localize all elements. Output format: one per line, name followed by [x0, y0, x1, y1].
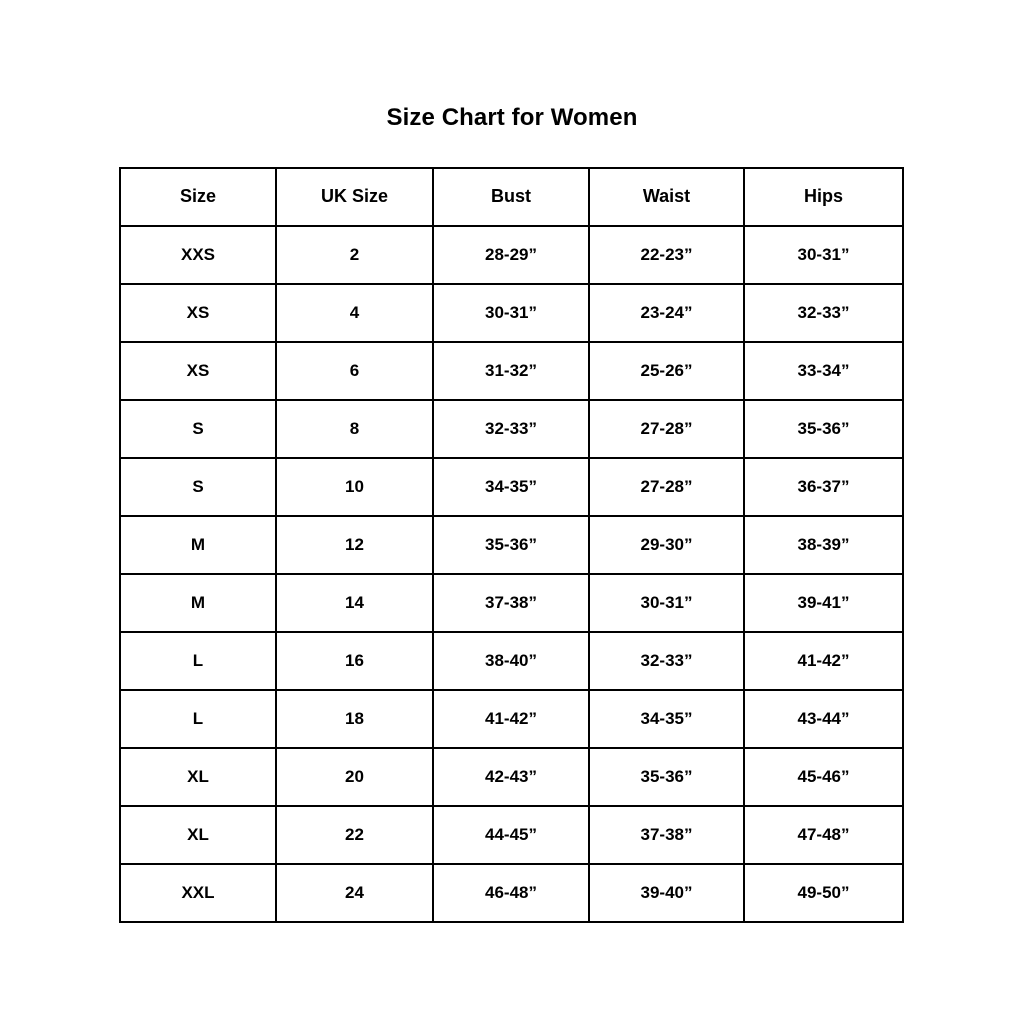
- cell-bust: 44-45”: [432, 805, 590, 865]
- cell-waist: 27-28”: [588, 399, 745, 459]
- table-row: M 14 37-38” 30-31” 39-41”: [119, 573, 904, 633]
- page-title: Size Chart for Women: [386, 104, 638, 131]
- table-row: XS 6 31-32” 25-26” 33-34”: [119, 341, 904, 401]
- table-header-row: Size UK Size Bust Waist Hips: [119, 167, 904, 227]
- cell-waist: 32-33”: [588, 631, 745, 691]
- cell-bust: 35-36”: [432, 515, 590, 575]
- cell-waist: 22-23”: [588, 225, 745, 285]
- cell-uk-size: 2: [275, 225, 434, 285]
- cell-uk-size: 8: [275, 399, 434, 459]
- cell-waist: 25-26”: [588, 341, 745, 401]
- cell-size: M: [119, 573, 277, 633]
- cell-bust: 41-42”: [432, 689, 590, 749]
- table-body: XXS 2 28-29” 22-23” 30-31” XS 4 30-31” 2…: [119, 225, 904, 923]
- cell-size: S: [119, 457, 277, 517]
- cell-hips: 49-50”: [743, 863, 904, 923]
- cell-waist: 23-24”: [588, 283, 745, 343]
- cell-uk-size: 22: [275, 805, 434, 865]
- cell-hips: 36-37”: [743, 457, 904, 517]
- table-row: L 18 41-42” 34-35” 43-44”: [119, 689, 904, 749]
- cell-waist: 30-31”: [588, 573, 745, 633]
- cell-waist: 34-35”: [588, 689, 745, 749]
- cell-hips: 45-46”: [743, 747, 904, 807]
- column-header-size: Size: [119, 167, 277, 227]
- table-row: XL 22 44-45” 37-38” 47-48”: [119, 805, 904, 865]
- table-row: XL 20 42-43” 35-36” 45-46”: [119, 747, 904, 807]
- cell-bust: 42-43”: [432, 747, 590, 807]
- cell-bust: 32-33”: [432, 399, 590, 459]
- cell-uk-size: 14: [275, 573, 434, 633]
- cell-size: XL: [119, 805, 277, 865]
- column-header-bust: Bust: [432, 167, 590, 227]
- cell-hips: 39-41”: [743, 573, 904, 633]
- cell-size: XXS: [119, 225, 277, 285]
- cell-uk-size: 20: [275, 747, 434, 807]
- table-row: XXL 24 46-48” 39-40” 49-50”: [119, 863, 904, 923]
- cell-hips: 47-48”: [743, 805, 904, 865]
- cell-waist: 39-40”: [588, 863, 745, 923]
- cell-hips: 41-42”: [743, 631, 904, 691]
- cell-uk-size: 16: [275, 631, 434, 691]
- cell-hips: 43-44”: [743, 689, 904, 749]
- column-header-hips: Hips: [743, 167, 904, 227]
- cell-size: L: [119, 631, 277, 691]
- cell-uk-size: 4: [275, 283, 434, 343]
- cell-hips: 30-31”: [743, 225, 904, 285]
- table-row: S 8 32-33” 27-28” 35-36”: [119, 399, 904, 459]
- table-row: XS 4 30-31” 23-24” 32-33”: [119, 283, 904, 343]
- cell-size: XS: [119, 341, 277, 401]
- cell-hips: 38-39”: [743, 515, 904, 575]
- cell-uk-size: 24: [275, 863, 434, 923]
- cell-bust: 46-48”: [432, 863, 590, 923]
- cell-bust: 38-40”: [432, 631, 590, 691]
- cell-waist: 35-36”: [588, 747, 745, 807]
- cell-bust: 30-31”: [432, 283, 590, 343]
- cell-size: S: [119, 399, 277, 459]
- cell-uk-size: 18: [275, 689, 434, 749]
- cell-bust: 28-29”: [432, 225, 590, 285]
- size-chart-table: Size UK Size Bust Waist Hips XXS 2 28-29…: [119, 167, 904, 923]
- cell-bust: 34-35”: [432, 457, 590, 517]
- table-row: S 10 34-35” 27-28” 36-37”: [119, 457, 904, 517]
- column-header-uk-size: UK Size: [275, 167, 434, 227]
- column-header-waist: Waist: [588, 167, 745, 227]
- cell-hips: 33-34”: [743, 341, 904, 401]
- cell-hips: 35-36”: [743, 399, 904, 459]
- cell-bust: 37-38”: [432, 573, 590, 633]
- cell-size: XS: [119, 283, 277, 343]
- table-row: L 16 38-40” 32-33” 41-42”: [119, 631, 904, 691]
- table-row: M 12 35-36” 29-30” 38-39”: [119, 515, 904, 575]
- cell-waist: 27-28”: [588, 457, 745, 517]
- cell-size: XXL: [119, 863, 277, 923]
- table-row: XXS 2 28-29” 22-23” 30-31”: [119, 225, 904, 285]
- cell-waist: 29-30”: [588, 515, 745, 575]
- cell-uk-size: 10: [275, 457, 434, 517]
- cell-uk-size: 6: [275, 341, 434, 401]
- cell-uk-size: 12: [275, 515, 434, 575]
- cell-bust: 31-32”: [432, 341, 590, 401]
- cell-waist: 37-38”: [588, 805, 745, 865]
- cell-size: M: [119, 515, 277, 575]
- cell-size: L: [119, 689, 277, 749]
- cell-size: XL: [119, 747, 277, 807]
- cell-hips: 32-33”: [743, 283, 904, 343]
